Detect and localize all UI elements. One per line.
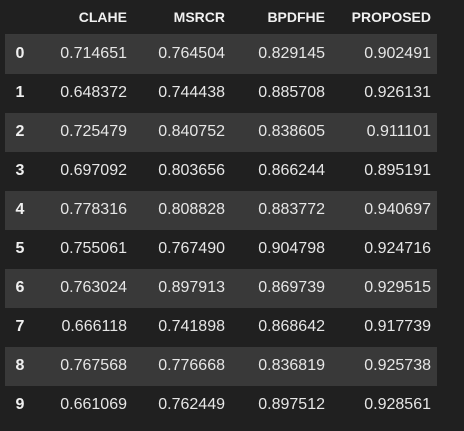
- row-index: 0: [15, 45, 25, 63]
- cell-msrcr: 0.741898: [158, 318, 225, 335]
- cell-proposed: 0.925738: [364, 357, 431, 374]
- row-index: 1: [15, 84, 25, 101]
- table-row: 2 0.725479 0.840752 0.838605 0.911101: [5, 112, 437, 152]
- dataframe-table: CLAHE MSRCR BPDFHE PROPOSED 0 0.714651 0…: [5, 0, 437, 425]
- row-index: 7: [15, 318, 25, 335]
- table-row: 6 0.763024 0.897913 0.869739 0.929515: [5, 268, 437, 308]
- cell-msrcr: 0.762449: [158, 396, 225, 413]
- cell-clahe: 0.648372: [60, 84, 127, 101]
- column-header-bpdfhe: BPDFHE: [231, 0, 331, 35]
- table-row: 3 0.697092 0.803656 0.866244 0.895191: [5, 151, 437, 191]
- cell-msrcr: 0.897913: [158, 279, 225, 296]
- cell-msrcr: 0.840752: [158, 123, 225, 140]
- table-row: 8 0.767568 0.776668 0.836819 0.925738: [5, 346, 437, 386]
- cell-bpdfhe: 0.885708: [258, 84, 325, 101]
- index-header: [5, 0, 35, 35]
- cell-clahe: 0.725479: [60, 123, 127, 140]
- header-row: CLAHE MSRCR BPDFHE PROPOSED: [5, 0, 437, 35]
- cell-msrcr: 0.803656: [158, 162, 225, 179]
- row-index: 4: [15, 201, 25, 218]
- table-body: 0 0.714651 0.764504 0.829145 0.902491 1 …: [5, 34, 437, 425]
- cell-clahe: 0.661069: [60, 396, 127, 413]
- cell-msrcr: 0.764504: [158, 45, 225, 63]
- cell-bpdfhe: 0.838605: [258, 123, 325, 140]
- cell-proposed: 0.895191: [364, 162, 431, 179]
- cell-msrcr: 0.744438: [158, 84, 225, 101]
- row-index: 6: [15, 279, 25, 296]
- cell-bpdfhe: 0.883772: [258, 201, 325, 218]
- column-header-msrcr: MSRCR: [133, 0, 231, 35]
- cell-proposed: 0.940697: [364, 201, 431, 218]
- cell-clahe: 0.714651: [60, 45, 127, 63]
- table-row: 5 0.755061 0.767490 0.904798 0.924716: [5, 229, 437, 269]
- table-row: 1 0.648372 0.744438 0.885708 0.926131: [5, 73, 437, 113]
- cell-clahe: 0.778316: [60, 201, 127, 218]
- column-header-clahe: CLAHE: [35, 0, 133, 35]
- cell-proposed: 0.917739: [364, 318, 431, 335]
- cell-bpdfhe: 0.836819: [258, 357, 325, 374]
- row-index: 9: [15, 396, 25, 413]
- cell-proposed: 0.928561: [364, 396, 431, 413]
- row-index: 2: [15, 123, 25, 140]
- cell-proposed: 0.902491: [364, 45, 431, 63]
- cell-proposed: 0.929515: [364, 279, 431, 296]
- table-row: 9 0.661069 0.762449 0.897512 0.928561: [5, 385, 437, 425]
- cell-clahe: 0.697092: [60, 162, 127, 179]
- cell-msrcr: 0.776668: [158, 357, 225, 374]
- cell-msrcr: 0.767490: [158, 240, 225, 257]
- cell-bpdfhe: 0.897512: [258, 396, 325, 413]
- cell-bpdfhe: 0.904798: [258, 240, 325, 257]
- row-index: 3: [15, 162, 25, 179]
- table-row: 4 0.778316 0.808828 0.883772 0.940697: [5, 190, 437, 230]
- cell-bpdfhe: 0.866244: [258, 162, 325, 179]
- cell-proposed: 0.926131: [364, 84, 431, 101]
- cell-clahe: 0.763024: [60, 279, 127, 296]
- cell-bpdfhe: 0.868642: [258, 318, 325, 335]
- table-header: CLAHE MSRCR BPDFHE PROPOSED: [5, 0, 437, 35]
- cell-proposed: 0.924716: [364, 240, 431, 257]
- cell-clahe: 0.755061: [60, 240, 127, 257]
- cell-bpdfhe: 0.869739: [258, 279, 325, 296]
- cell-clahe: 0.767568: [60, 357, 127, 374]
- cell-clahe: 0.666118: [61, 318, 127, 335]
- table-row: 0 0.714651 0.764504 0.829145 0.902491: [5, 34, 437, 74]
- table-row: 7 0.666118 0.741898 0.868642 0.917739: [5, 307, 437, 347]
- cell-proposed: 0.911101: [366, 123, 431, 140]
- column-header-proposed: PROPOSED: [331, 0, 437, 35]
- cell-bpdfhe: 0.829145: [258, 45, 325, 63]
- row-index: 5: [15, 240, 25, 257]
- row-index: 8: [15, 357, 25, 374]
- cell-msrcr: 0.808828: [158, 201, 225, 218]
